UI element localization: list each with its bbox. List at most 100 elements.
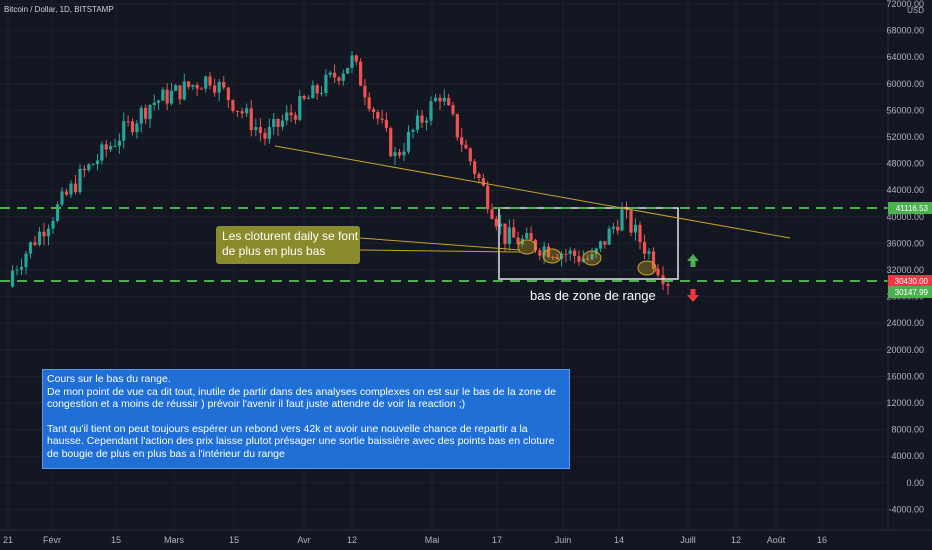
candle-body	[51, 220, 55, 229]
time-tick-label: 15	[111, 535, 121, 545]
candle-body	[507, 227, 511, 244]
circled-low	[582, 250, 602, 266]
candle-body	[611, 226, 616, 229]
time-tick-label: 15	[229, 535, 239, 545]
candle-body	[226, 87, 230, 101]
candle-body	[272, 118, 276, 128]
candle-body	[473, 161, 477, 175]
callout-line-1: Les cloturent daily se font	[222, 229, 359, 243]
candle-body	[564, 253, 568, 255]
time-tick-label: Févr	[43, 535, 61, 545]
time-tick-label: Avr	[297, 535, 310, 545]
candle-body	[104, 144, 108, 150]
candle-body	[285, 112, 289, 121]
candle-body	[231, 100, 235, 111]
candle-body	[666, 284, 670, 287]
price-badge-label: 30430.00	[895, 277, 929, 286]
candle-body	[494, 218, 498, 227]
currency-label: USD	[907, 6, 924, 15]
price-tick-label: 56000.00	[886, 105, 924, 115]
circled-low	[637, 260, 657, 276]
candle-body	[254, 127, 258, 131]
candle-body	[95, 160, 100, 165]
candle-body	[647, 251, 651, 254]
price-tick-label: 52000.00	[886, 132, 924, 142]
candle-body	[37, 231, 42, 245]
candle-body	[350, 55, 354, 68]
price-axis[interactable]	[888, 0, 932, 530]
candle-body	[337, 77, 341, 81]
candle-body	[341, 73, 345, 81]
price-tick-label: 48000.00	[886, 159, 924, 169]
candle-body	[10, 270, 15, 287]
candle-body	[559, 253, 564, 259]
candle-body	[289, 112, 293, 116]
price-tick-label: 12000.00	[886, 398, 924, 408]
candle-body	[438, 97, 442, 102]
price-tick-label: 64000.00	[886, 52, 924, 62]
candle-body	[651, 251, 656, 269]
candle-body	[82, 168, 86, 171]
candle-body	[490, 209, 494, 219]
candle-body	[464, 144, 468, 149]
price-tick-label: 36000.00	[886, 238, 924, 248]
price-tick-label: 0.00	[906, 478, 924, 488]
candle-body	[165, 89, 169, 104]
price-tick-label: 16000.00	[886, 371, 924, 381]
candle-body	[222, 82, 226, 88]
candle-body	[447, 97, 451, 106]
candle-body	[499, 223, 503, 227]
candle-body	[577, 256, 581, 262]
candle-body	[113, 145, 117, 147]
candle-body	[603, 241, 607, 245]
candle-body	[126, 121, 130, 123]
candle-body	[638, 224, 642, 242]
candle-body	[319, 92, 324, 94]
time-axis[interactable]	[0, 530, 932, 550]
candle-body	[376, 112, 380, 119]
candle-body	[156, 100, 161, 103]
candle-body	[661, 275, 665, 285]
candle-body	[245, 108, 249, 114]
candle-body	[152, 102, 156, 106]
candle-body	[91, 164, 95, 166]
candle-body	[73, 183, 78, 193]
candle-body	[293, 115, 298, 120]
candle-body	[328, 72, 332, 75]
circled-lows	[517, 239, 657, 276]
candle-body	[208, 76, 212, 86]
candle-body	[642, 241, 647, 254]
time-tick-label: Juin	[555, 535, 572, 545]
time-tick-label: Mars	[164, 535, 184, 545]
candle-body	[633, 224, 638, 233]
candle-body	[28, 242, 33, 254]
arrow-down-icon	[687, 289, 699, 302]
candle-body	[69, 183, 73, 195]
candle-body	[122, 121, 126, 141]
price-tick-label: 8000.00	[891, 425, 924, 435]
candle-body	[24, 253, 28, 267]
candle-body	[433, 97, 438, 102]
candle-body	[429, 101, 433, 121]
candle-body	[19, 266, 24, 270]
candle-body	[130, 121, 135, 133]
range-box	[498, 207, 679, 280]
candles	[10, 51, 670, 295]
candle-body	[306, 98, 311, 100]
candle-body	[406, 131, 411, 152]
time-tick-label: 17	[492, 535, 502, 545]
analysis-note: Cours sur le bas du range. De mon point …	[42, 369, 570, 469]
candle-body	[512, 227, 516, 238]
price-tick-label: 60000.00	[886, 79, 924, 89]
time-tick-label: Août	[767, 535, 786, 545]
price-tick-label: 20000.00	[886, 345, 924, 355]
candle-body	[178, 85, 182, 100]
price-tick-label: 24000.00	[886, 318, 924, 328]
candle-body	[363, 85, 367, 98]
callout-box	[216, 226, 360, 264]
candle-body	[481, 178, 485, 186]
price-tick-label: 32000.00	[886, 265, 924, 275]
candle-body	[455, 114, 459, 138]
candle-body	[525, 233, 529, 239]
candle-body	[302, 95, 306, 99]
